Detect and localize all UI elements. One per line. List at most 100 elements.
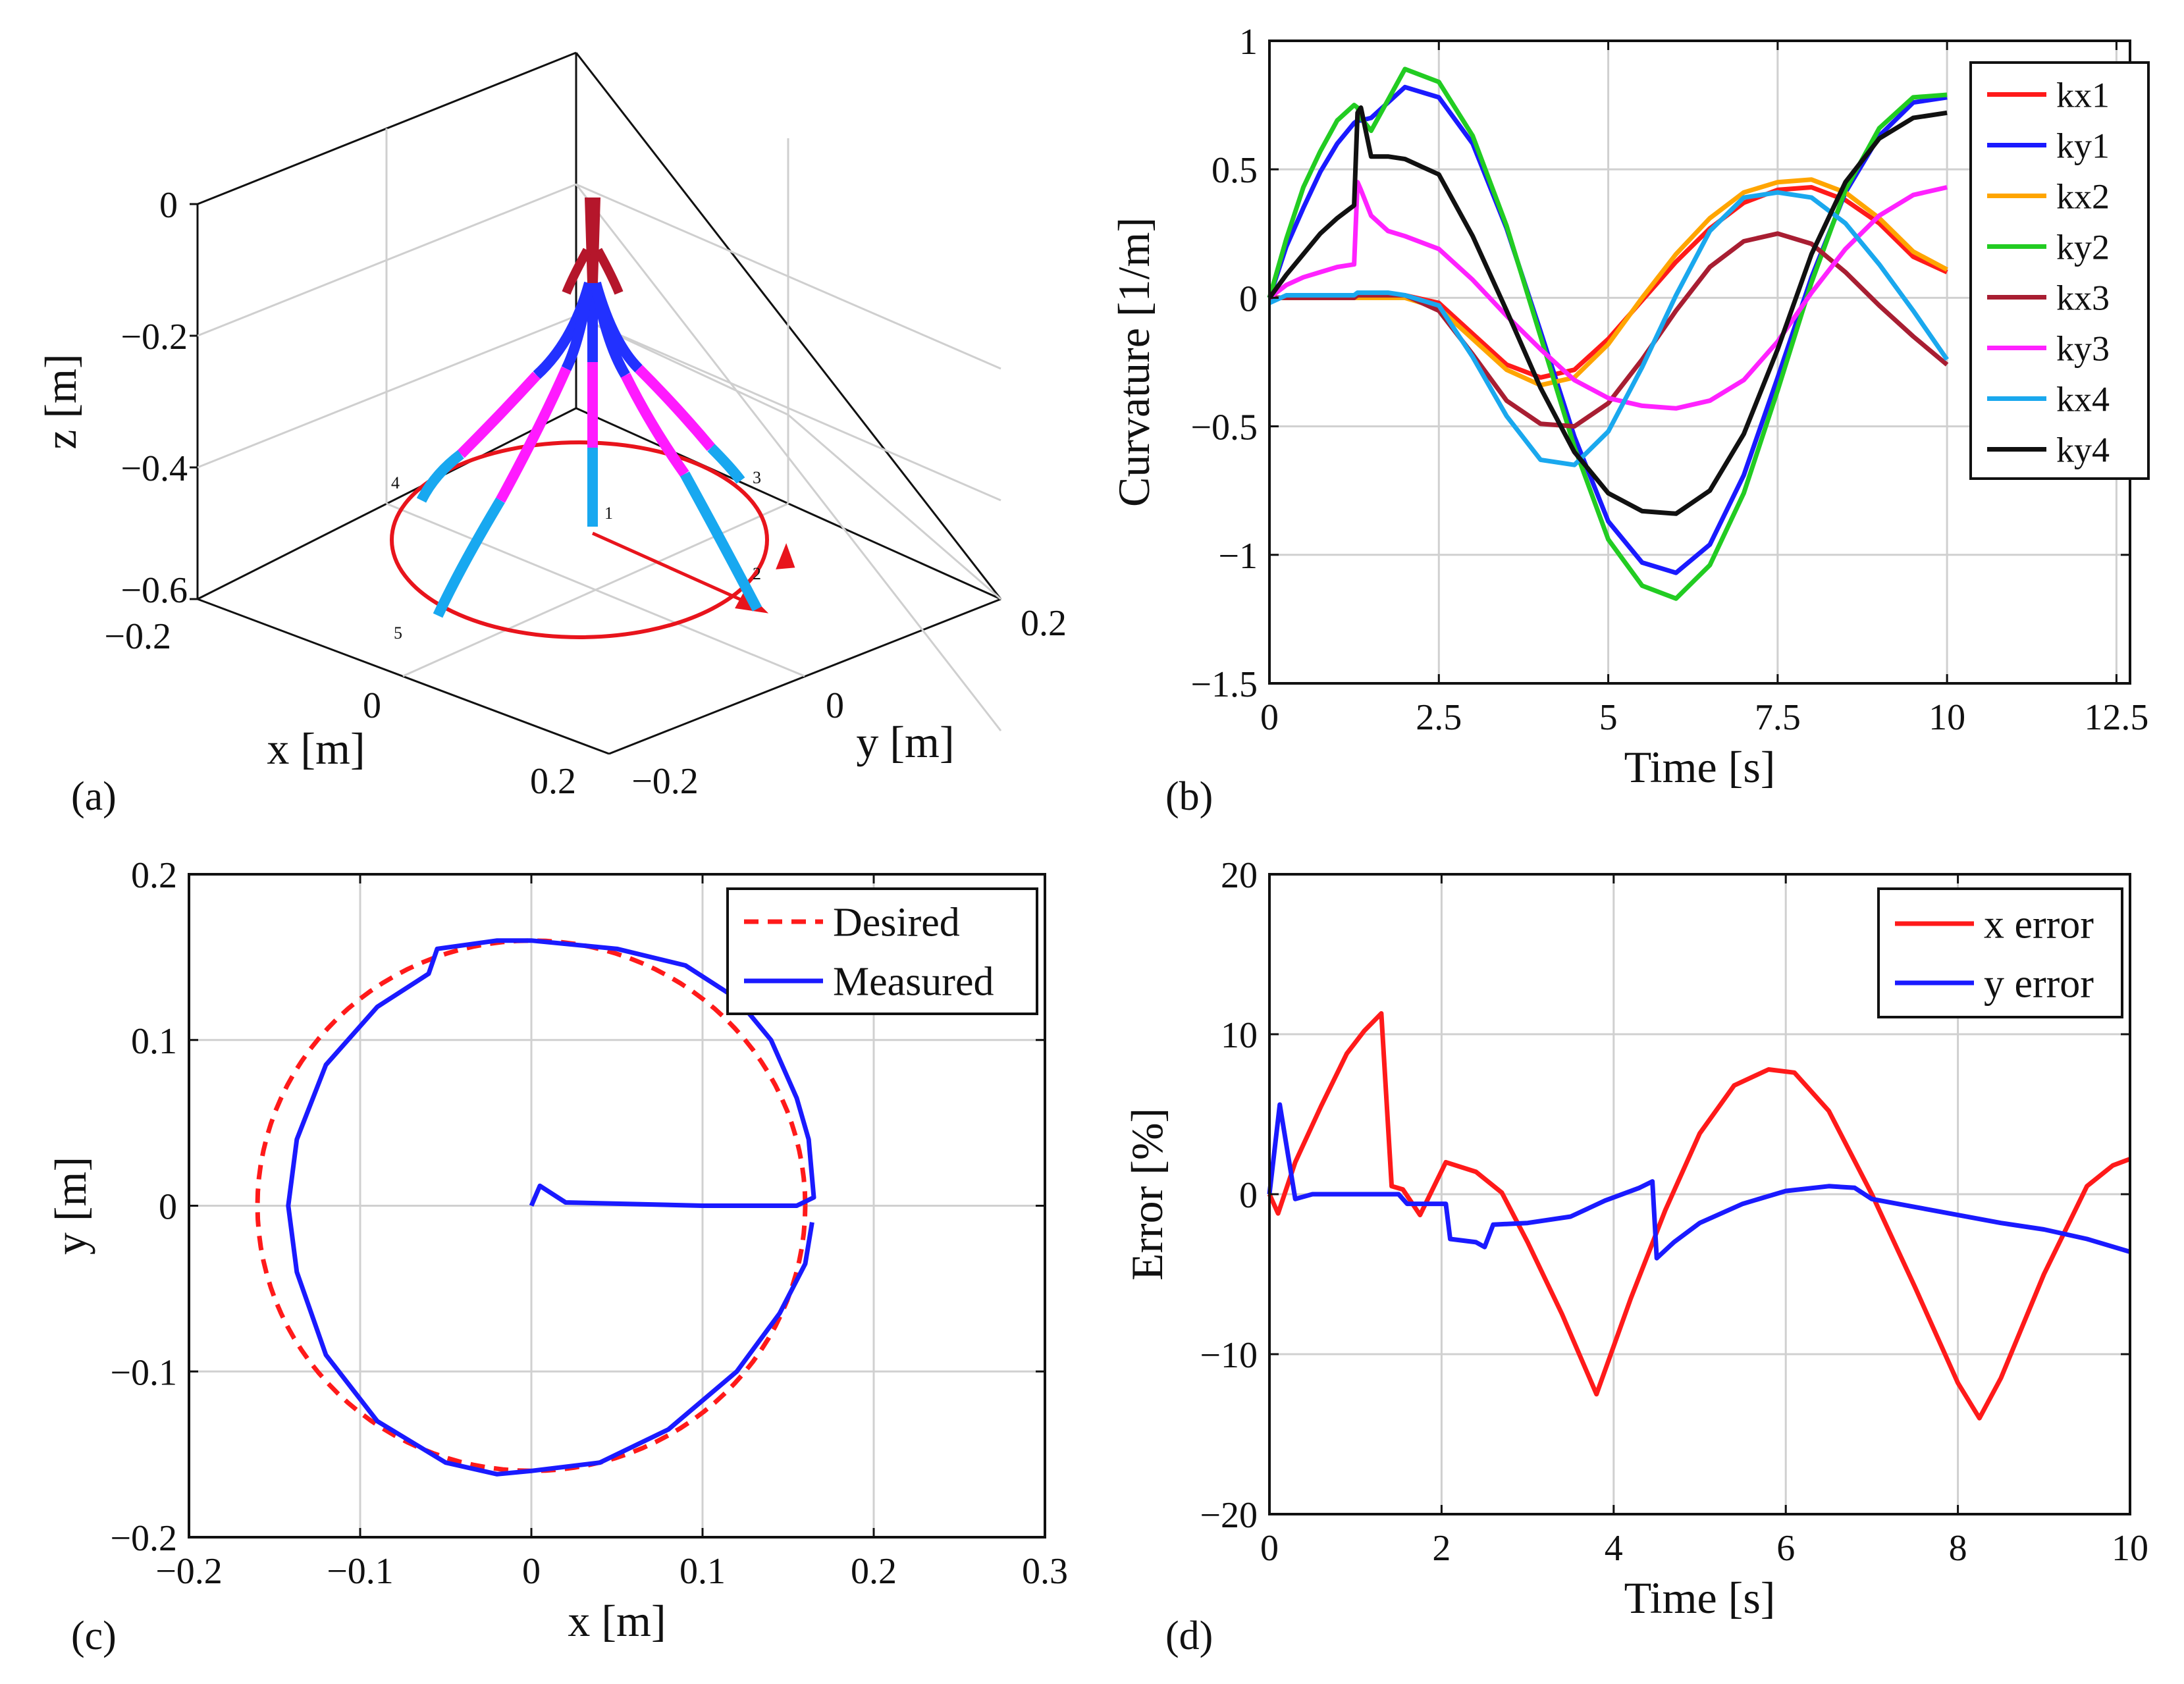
chart-b-x-tick-0: 0: [1260, 697, 1279, 738]
chart-c: −0.2 −0.1 0 0.1 0.2 0.3 0.2 0.1 0 −0.1 −0.2 x [m] y …: [45, 855, 1068, 1658]
chart-d: 0 2 4 6 8 10 20 10 0 −10 −20 Time [s] Error [%] (d) x …: [1122, 855, 2148, 1658]
chart-a: 1 2 3 4 5 0 −0.2 −0.4 −0.6 z [m] −0.2 0 …: [36, 51, 1067, 819]
chart-b-x-tick-4: 10: [1929, 697, 1965, 738]
chart-a-rightwall-grid: [575, 145, 1001, 504]
chart-b-legend-label-3: ky2: [2056, 227, 2110, 267]
chart-b-legend-box: [1969, 61, 2150, 480]
chart-d-xlabel: Time [s]: [1624, 1573, 1776, 1623]
chart-d-y-tick-0: 20: [1221, 855, 1258, 896]
chart-d-grid: [1269, 874, 2130, 1514]
chart-d-x-tick-3: 6: [1776, 1528, 1795, 1569]
chart-d-series-x-error: [1267, 1011, 2131, 1421]
chart-c-y-tick-2: 0: [159, 1187, 177, 1228]
chart-b-y-tick-1: 0.5: [1212, 150, 1258, 191]
chart-d-panel-label: (d): [1165, 1614, 1213, 1658]
chart-b-x-tick-3: 7.5: [1755, 697, 1801, 738]
chart-d-x-tick-5: 10: [2112, 1528, 2148, 1569]
chart-d-series-y-error: [1267, 1102, 2131, 1261]
chart-c-y-tick-3: −0.1: [110, 1352, 177, 1393]
chart-a-panel-label: (a): [71, 774, 117, 819]
chart-c-x-tick-0: −0.2: [155, 1551, 223, 1592]
chart-b-legend-label-7: ky4: [2056, 430, 2110, 469]
chart-a-tip-label-1: 1: [604, 504, 613, 523]
chart-c-legend: Desired Measured: [726, 887, 1038, 1015]
chart-d-legend-label-1: y error: [1984, 962, 2094, 1007]
chart-b-legend-label-4: kx3: [2056, 278, 2110, 317]
chart-a-z-tick-3: −0.6: [120, 570, 188, 611]
chart-a-y-tick-1: 0: [826, 685, 844, 726]
chart-c-legend-label-1: Measured: [833, 960, 994, 1005]
chart-b-series-kx3: [1269, 231, 1949, 429]
chart-c-ticks: −0.2 −0.1 0 0.1 0.2 0.3 0.2 0.1 0 −0.1 −0.2: [110, 855, 1068, 1592]
chart-a-x-tick-2: 0.2: [530, 761, 576, 802]
chart-b-legend-label-6: kx4: [2056, 379, 2110, 419]
chart-d-x-tick-0: 0: [1260, 1528, 1279, 1569]
chart-b-series-ky4: [1267, 105, 1948, 516]
chart-c-xlabel: x [m]: [568, 1596, 666, 1646]
chart-d-x-tick-4: 8: [1949, 1528, 1967, 1569]
chart-d-y-tick-1: 10: [1221, 1015, 1258, 1056]
chart-b-panel-label: (b): [1165, 774, 1213, 819]
chart-b-series: [1267, 66, 1949, 601]
chart-a-ylabel: y [m]: [856, 717, 954, 767]
chart-c-x-tick-1: −0.1: [327, 1551, 394, 1592]
chart-c-x-tick-3: 0.1: [679, 1551, 726, 1592]
chart-b-y-tick-5: −1.5: [1190, 664, 1258, 705]
chart-c-y-tick-1: 0.1: [131, 1021, 177, 1062]
chart-a-z-tick-1: −0.2: [120, 317, 188, 357]
chart-d-legend-label-0: x error: [1984, 903, 2094, 947]
chart-c-series: [255, 938, 816, 1477]
chart-b-legend-label-2: kx2: [2056, 176, 2110, 216]
chart-c-panel-label: (c): [71, 1614, 117, 1658]
chart-c-y-tick-4: −0.2: [110, 1518, 177, 1559]
chart-a-y-tick-0: −0.2: [631, 761, 699, 802]
chart-a-x-tick-1: 0: [363, 685, 381, 726]
chart-b-legend-label-1: ky1: [2056, 126, 2110, 165]
chart-c-legend-box: [726, 887, 1038, 1015]
chart-a-tip-label-4: 4: [391, 473, 400, 492]
chart-b-xlabel: Time [s]: [1624, 742, 1776, 792]
chart-c-x-tick-5: 0.3: [1022, 1551, 1068, 1592]
chart-b-legend: kx1 ky1 kx2 ky2 kx3 ky3 kx4 ky4: [1969, 61, 2150, 480]
chart-a-tip-label-3: 3: [753, 468, 761, 487]
chart-d-x-tick-1: 2: [1432, 1528, 1451, 1569]
chart-c-y-tick-0: 0.2: [131, 855, 177, 896]
chart-a-x-tick-0: −0.2: [104, 616, 171, 657]
chart-b-y-tick-0: 1: [1239, 22, 1258, 63]
chart-a-z-tick-2: −0.4: [120, 448, 188, 489]
chart-d-legend-box: [1877, 887, 2123, 1018]
chart-c-x-tick-2: 0: [522, 1551, 541, 1592]
chart-b-ylabel: Curvature [1/m]: [1109, 217, 1159, 507]
chart-a-z-tickmarks: [190, 203, 198, 600]
chart-b-series-kx4: [1268, 190, 1949, 467]
chart-d-x-tick-2: 4: [1605, 1528, 1623, 1569]
chart-a-tip-label-5: 5: [394, 623, 402, 643]
chart-b-y-tick-4: −1: [1218, 536, 1258, 577]
chart-b-series-ky2: [1267, 66, 1948, 601]
chart-a-z-tick-0: 0: [159, 185, 178, 226]
chart-b-x-tick-1: 2.5: [1416, 697, 1462, 738]
chart-d-y-tick-2: 0: [1239, 1175, 1258, 1216]
chart-c-series-measured: [286, 938, 816, 1477]
chart-c-legend-label-0: Desired: [833, 901, 960, 945]
chart-c-x-tick-4: 0.2: [851, 1551, 897, 1592]
chart-d-ylabel: Error [%]: [1122, 1108, 1172, 1280]
chart-a-tip-label-2: 2: [753, 564, 761, 583]
chart-b: 0 2.5 5 7.5 10 12.5 1 0.5 0 −0.5 −1 −1.5 Time [s] Cur…: [1109, 22, 2150, 819]
chart-a-y-tick-2: 0.2: [1021, 603, 1067, 644]
chart-b-ticks: 0 2.5 5 7.5 10 12.5 1 0.5 0 −0.5 −1 −1.5: [1190, 22, 2148, 738]
chart-a-legs: [416, 197, 762, 618]
chart-a-circle: [390, 440, 769, 639]
chart-b-legend-label-5: ky3: [2056, 329, 2110, 368]
chart-b-x-tick-5: 12.5: [2084, 697, 2148, 738]
chart-b-legend-label-0: kx1: [2056, 75, 2110, 115]
chart-b-y-tick-3: −0.5: [1190, 408, 1258, 448]
chart-d-ticks: 0 2 4 6 8 10 20 10 0 −10 −20: [1200, 855, 2148, 1569]
chart-c-ylabel: y [m]: [45, 1157, 95, 1255]
chart-a-zlabel: z [m]: [36, 354, 86, 449]
chart-d-legend: x error y error: [1877, 887, 2123, 1018]
chart-b-x-tick-2: 5: [1599, 697, 1618, 738]
chart-b-y-tick-2: 0: [1239, 278, 1258, 319]
chart-d-y-tick-3: −10: [1200, 1335, 1258, 1376]
